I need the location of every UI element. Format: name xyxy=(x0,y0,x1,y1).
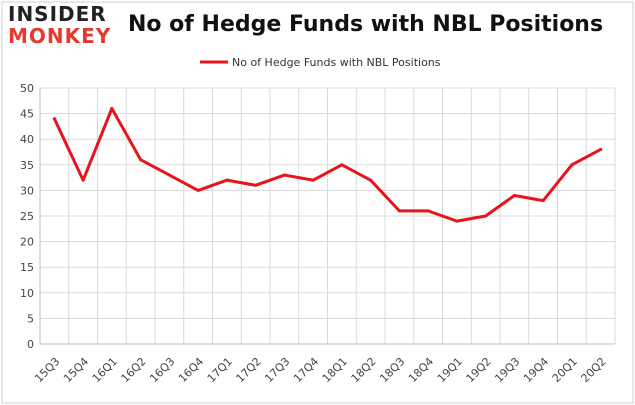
x-tick-label: 17Q4 xyxy=(291,355,321,385)
data-point xyxy=(52,117,56,121)
x-tick-label: 17Q1 xyxy=(205,355,235,385)
data-point xyxy=(254,183,258,187)
x-tick-label: 19Q3 xyxy=(492,355,522,385)
data-point xyxy=(340,163,344,167)
data-point xyxy=(570,163,574,167)
series-line xyxy=(52,106,603,223)
y-tick-label: 15 xyxy=(20,261,34,274)
data-point xyxy=(484,214,488,218)
x-tick-label: 18Q4 xyxy=(406,355,436,385)
x-tick-label: 19Q1 xyxy=(435,355,465,385)
y-tick-label: 25 xyxy=(20,210,34,223)
x-tick-label: 16Q4 xyxy=(176,355,206,385)
data-point xyxy=(311,178,315,182)
x-tick-label: 15Q3 xyxy=(32,355,62,385)
x-tick-label: 16Q3 xyxy=(147,355,177,385)
data-point xyxy=(196,188,200,192)
logo-line-2: MONKEY xyxy=(8,24,112,48)
legend-label: No of Hedge Funds with NBL Positions xyxy=(232,56,441,69)
y-tick-label: 45 xyxy=(20,108,34,121)
x-tick-label: 19Q4 xyxy=(521,355,551,385)
x-tick-label: 18Q3 xyxy=(377,355,407,385)
x-tick-label: 17Q2 xyxy=(234,355,264,385)
data-point xyxy=(397,209,401,213)
data-point xyxy=(599,147,603,151)
data-point xyxy=(455,219,459,223)
x-tick-label: 15Q4 xyxy=(61,355,91,385)
data-point xyxy=(369,178,373,182)
y-tick-label: 5 xyxy=(27,312,34,325)
x-tick-label: 20Q1 xyxy=(550,355,580,385)
data-point xyxy=(541,199,545,203)
y-tick-label: 10 xyxy=(20,287,34,300)
data-point xyxy=(426,209,430,213)
insider-monkey-logo: INSIDER MONKEY xyxy=(8,4,114,46)
x-tick-label: 17Q3 xyxy=(262,355,292,385)
data-point xyxy=(167,173,171,177)
chart-title: No of Hedge Funds with NBL Positions xyxy=(128,12,604,37)
x-tick-label: 18Q1 xyxy=(320,355,350,385)
logo-line-1: INSIDER xyxy=(8,2,107,26)
y-tick-label: 20 xyxy=(20,236,34,249)
y-tick-label: 30 xyxy=(20,184,34,197)
data-point xyxy=(225,178,229,182)
x-tick-label: 19Q2 xyxy=(464,355,494,385)
data-point xyxy=(81,178,85,182)
data-point xyxy=(110,106,114,110)
x-tick-label: 16Q1 xyxy=(90,355,120,385)
data-point xyxy=(282,173,286,177)
y-tick-label: 0 xyxy=(27,338,34,351)
x-tick-label: 16Q2 xyxy=(119,355,149,385)
y-tick-label: 35 xyxy=(20,159,34,172)
x-tick-label: 18Q2 xyxy=(349,355,379,385)
data-point xyxy=(139,158,143,162)
y-tick-label: 50 xyxy=(20,82,34,95)
y-tick-label: 40 xyxy=(20,133,34,146)
data-point xyxy=(512,194,516,198)
x-tick-label: 20Q2 xyxy=(579,355,609,385)
